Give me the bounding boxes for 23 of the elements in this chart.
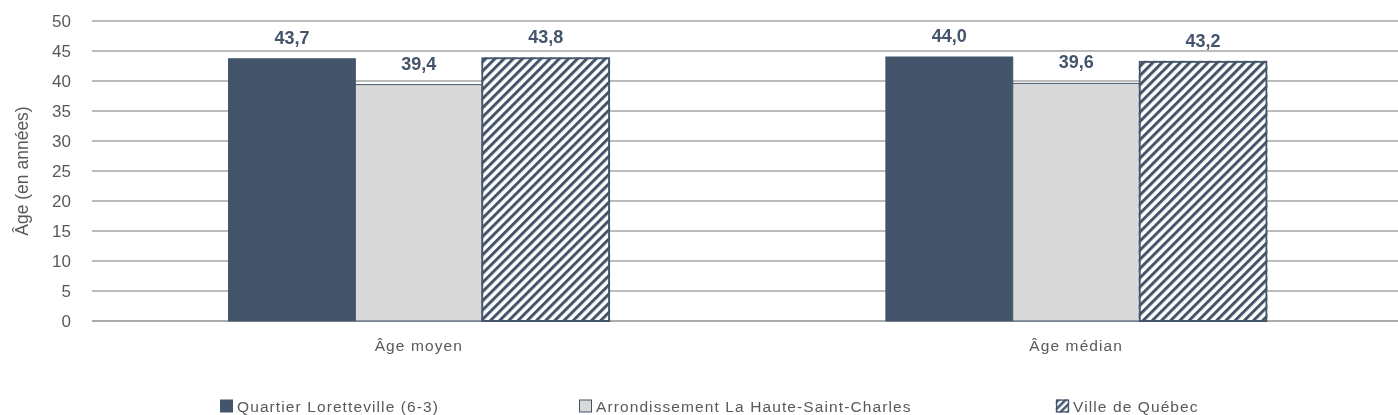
x-tick-label: Âge moyen: [374, 337, 463, 354]
y-tick-label: 50: [52, 12, 71, 31]
data-label: 39,4: [401, 53, 437, 74]
y-tick-label: 5: [61, 282, 71, 301]
y-tick-label: 45: [52, 42, 71, 61]
y-tick-label: 20: [52, 192, 71, 211]
legend-label: Arrondissement La Haute-Saint-Charles: [596, 397, 912, 415]
legend-label: Quartier Loretteville (6-3): [237, 397, 439, 415]
y-tick-label: 10: [52, 252, 71, 271]
y-tick-label: 35: [52, 102, 71, 121]
data-label: 44,0: [931, 26, 967, 46]
data-label: 43,2: [1185, 30, 1221, 51]
data-label: 43,7: [274, 27, 310, 48]
data-label: 39,6: [1058, 52, 1094, 73]
y-tick-label: 15: [52, 222, 71, 241]
y-axis-title: Âge (en années): [12, 106, 32, 236]
legend-label: Ville de Québec: [1073, 397, 1199, 415]
y-tick-label: 0: [61, 312, 71, 331]
y-tick-label: 40: [52, 72, 71, 91]
data-label: 43,8: [528, 27, 564, 48]
y-tick-label: 25: [52, 162, 71, 181]
y-tick-label: 30: [52, 132, 71, 151]
x-tick-label: Âge médian: [1029, 337, 1124, 354]
